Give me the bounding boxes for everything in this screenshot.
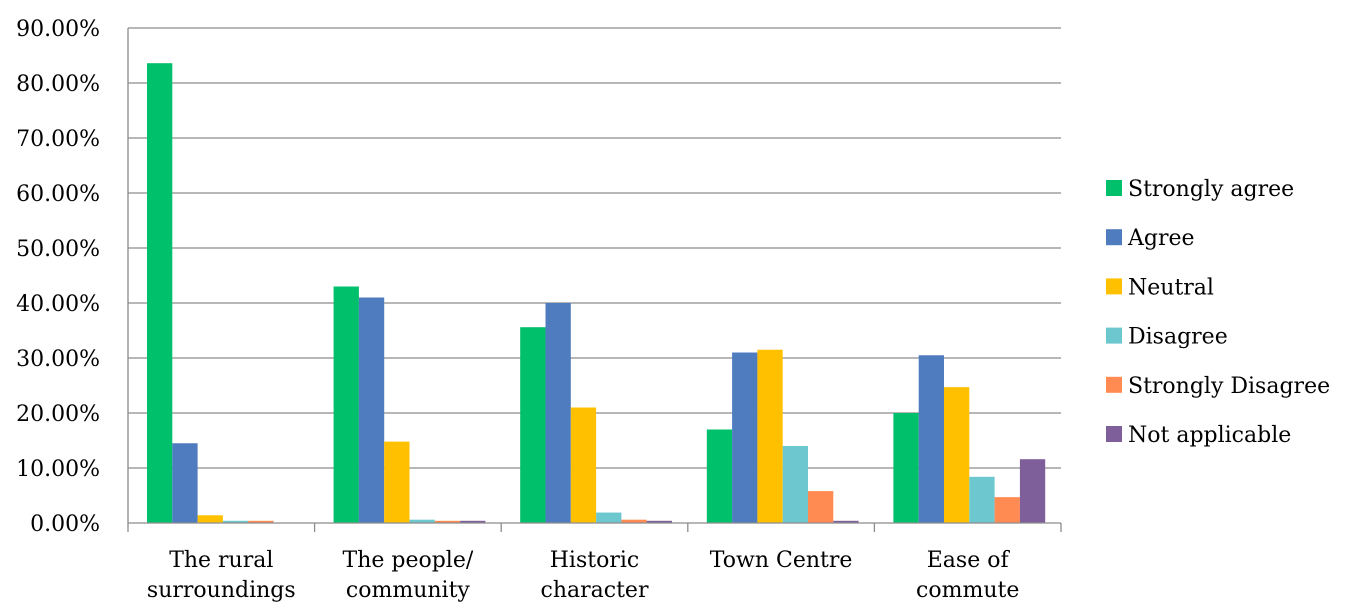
- bar: [944, 387, 970, 523]
- legend-label: Agree: [1127, 226, 1195, 251]
- legend-swatch: [1106, 229, 1122, 246]
- bar: [757, 349, 783, 523]
- x-category-label: commute: [916, 578, 1019, 603]
- y-tick-label: 80.00%: [16, 72, 100, 97]
- y-tick-label: 20.00%: [16, 402, 100, 427]
- bar: [918, 355, 944, 523]
- x-category-label: Town Centre: [710, 548, 853, 573]
- axes: [127, 28, 1062, 532]
- legend-swatch: [1106, 278, 1122, 295]
- bar: [808, 491, 834, 523]
- legend-swatch: [1106, 180, 1122, 196]
- bar: [520, 327, 546, 523]
- bar: [358, 297, 385, 523]
- gridlines: [128, 27, 1061, 469]
- bar: [570, 407, 597, 523]
- bar: [197, 515, 223, 523]
- bar: [833, 520, 859, 523]
- x-category-label: surroundings: [147, 578, 296, 603]
- y-tick-label: 10.00%: [16, 457, 100, 482]
- bar: [706, 429, 733, 523]
- bar: [333, 286, 359, 523]
- y-tick-label: 90.00%: [16, 17, 100, 42]
- bar: [782, 446, 808, 523]
- y-tick-label: 70.00%: [16, 127, 100, 152]
- y-tick-label: 40.00%: [16, 292, 100, 317]
- x-category-label: Historic: [550, 548, 639, 573]
- bar: [621, 519, 647, 523]
- legend: Strongly agree Agree Neutral Disagree Strong…: [1106, 177, 1330, 448]
- bar: [994, 497, 1020, 523]
- legend-swatch: [1106, 426, 1122, 442]
- y-tick-label: 30.00%: [16, 347, 100, 372]
- legend-label: Disagree: [1128, 325, 1228, 350]
- x-category-label: community: [346, 578, 471, 603]
- legend-swatch: [1106, 376, 1122, 393]
- x-category-label: The people/: [343, 548, 474, 573]
- x-axis-labels: The rural surroundings The people/communit…: [147, 548, 1019, 603]
- bar: [409, 519, 435, 523]
- bar: [248, 520, 274, 523]
- bar: [222, 520, 249, 523]
- bar: [172, 443, 198, 523]
- y-tick-label: 60.00%: [16, 182, 100, 207]
- y-tick-label: 50.00%: [16, 237, 100, 262]
- legend-swatch: [1106, 327, 1122, 344]
- y-tick-label: 0.00%: [30, 512, 100, 537]
- bars: [147, 63, 1046, 523]
- bar: [1019, 459, 1046, 523]
- bar: [545, 303, 571, 523]
- x-category-label: The rural: [169, 548, 273, 573]
- y-axis-ticks: 0.00% 10.00% 20.00% 30.00% 40.00% 50.00% 60.00…: [16, 17, 100, 537]
- legend-label: Not applicable: [1128, 423, 1291, 448]
- bar: [384, 441, 410, 523]
- bar: [460, 520, 486, 523]
- x-category-label: Ease of: [927, 548, 1011, 573]
- bar: [893, 413, 919, 523]
- bar: [596, 512, 622, 523]
- bar: [969, 476, 995, 523]
- legend-label: Neutral: [1128, 275, 1214, 300]
- bar: [434, 520, 461, 523]
- legend-label: Strongly Disagree: [1128, 374, 1330, 399]
- legend-label: Strongly agree: [1128, 177, 1294, 202]
- bar: [732, 352, 758, 523]
- bar: [646, 520, 672, 523]
- bar: [147, 63, 173, 523]
- x-category-label: character: [541, 578, 649, 603]
